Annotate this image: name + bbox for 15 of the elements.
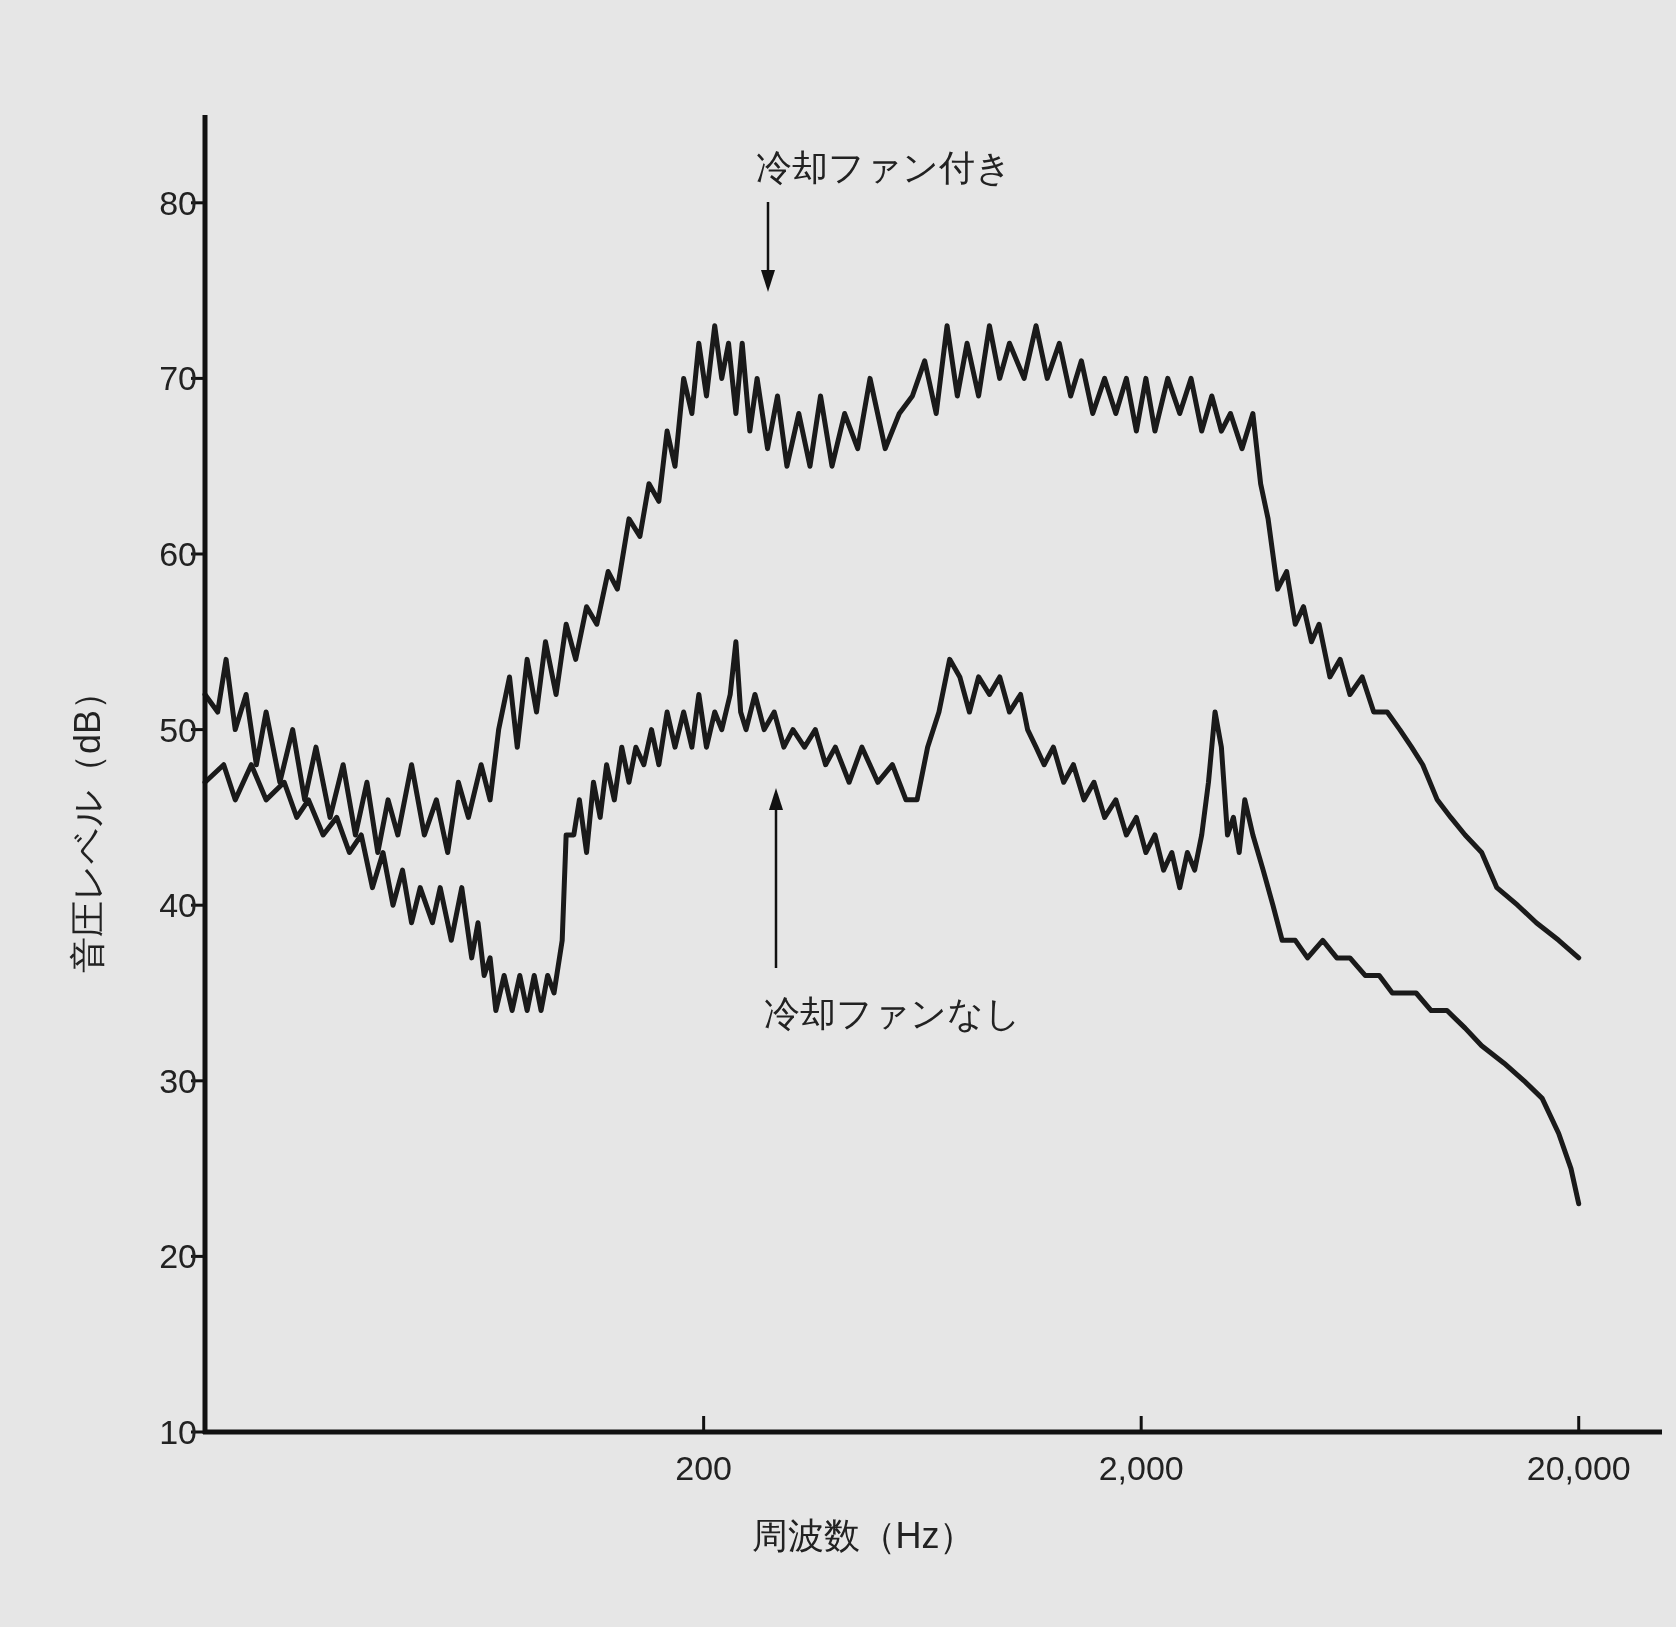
y-tick-label: 70 — [159, 359, 197, 398]
y-tick-label: 20 — [159, 1237, 197, 1276]
y-axis-title: 音圧レベル（dB） — [67, 673, 108, 974]
x-tick-label: 2,000 — [1098, 1449, 1184, 1487]
x-axis-title: 周波数（Hz） — [751, 1515, 976, 1556]
y-tick-label: 60 — [159, 535, 197, 573]
y-tick-label: 10 — [159, 1413, 197, 1451]
annotation: 冷却ファン付き — [756, 147, 1012, 188]
x-tick-label: 20,000 — [1526, 1449, 1631, 1487]
y-tick-label: 80 — [159, 183, 197, 222]
annotation: 冷却ファンなし — [764, 993, 1021, 1034]
y-tick-label: 30 — [159, 1061, 197, 1100]
y-tick-label: 50 — [159, 710, 197, 749]
x-tick-label: 200 — [675, 1449, 733, 1487]
y-tick-label: 40 — [159, 886, 197, 925]
